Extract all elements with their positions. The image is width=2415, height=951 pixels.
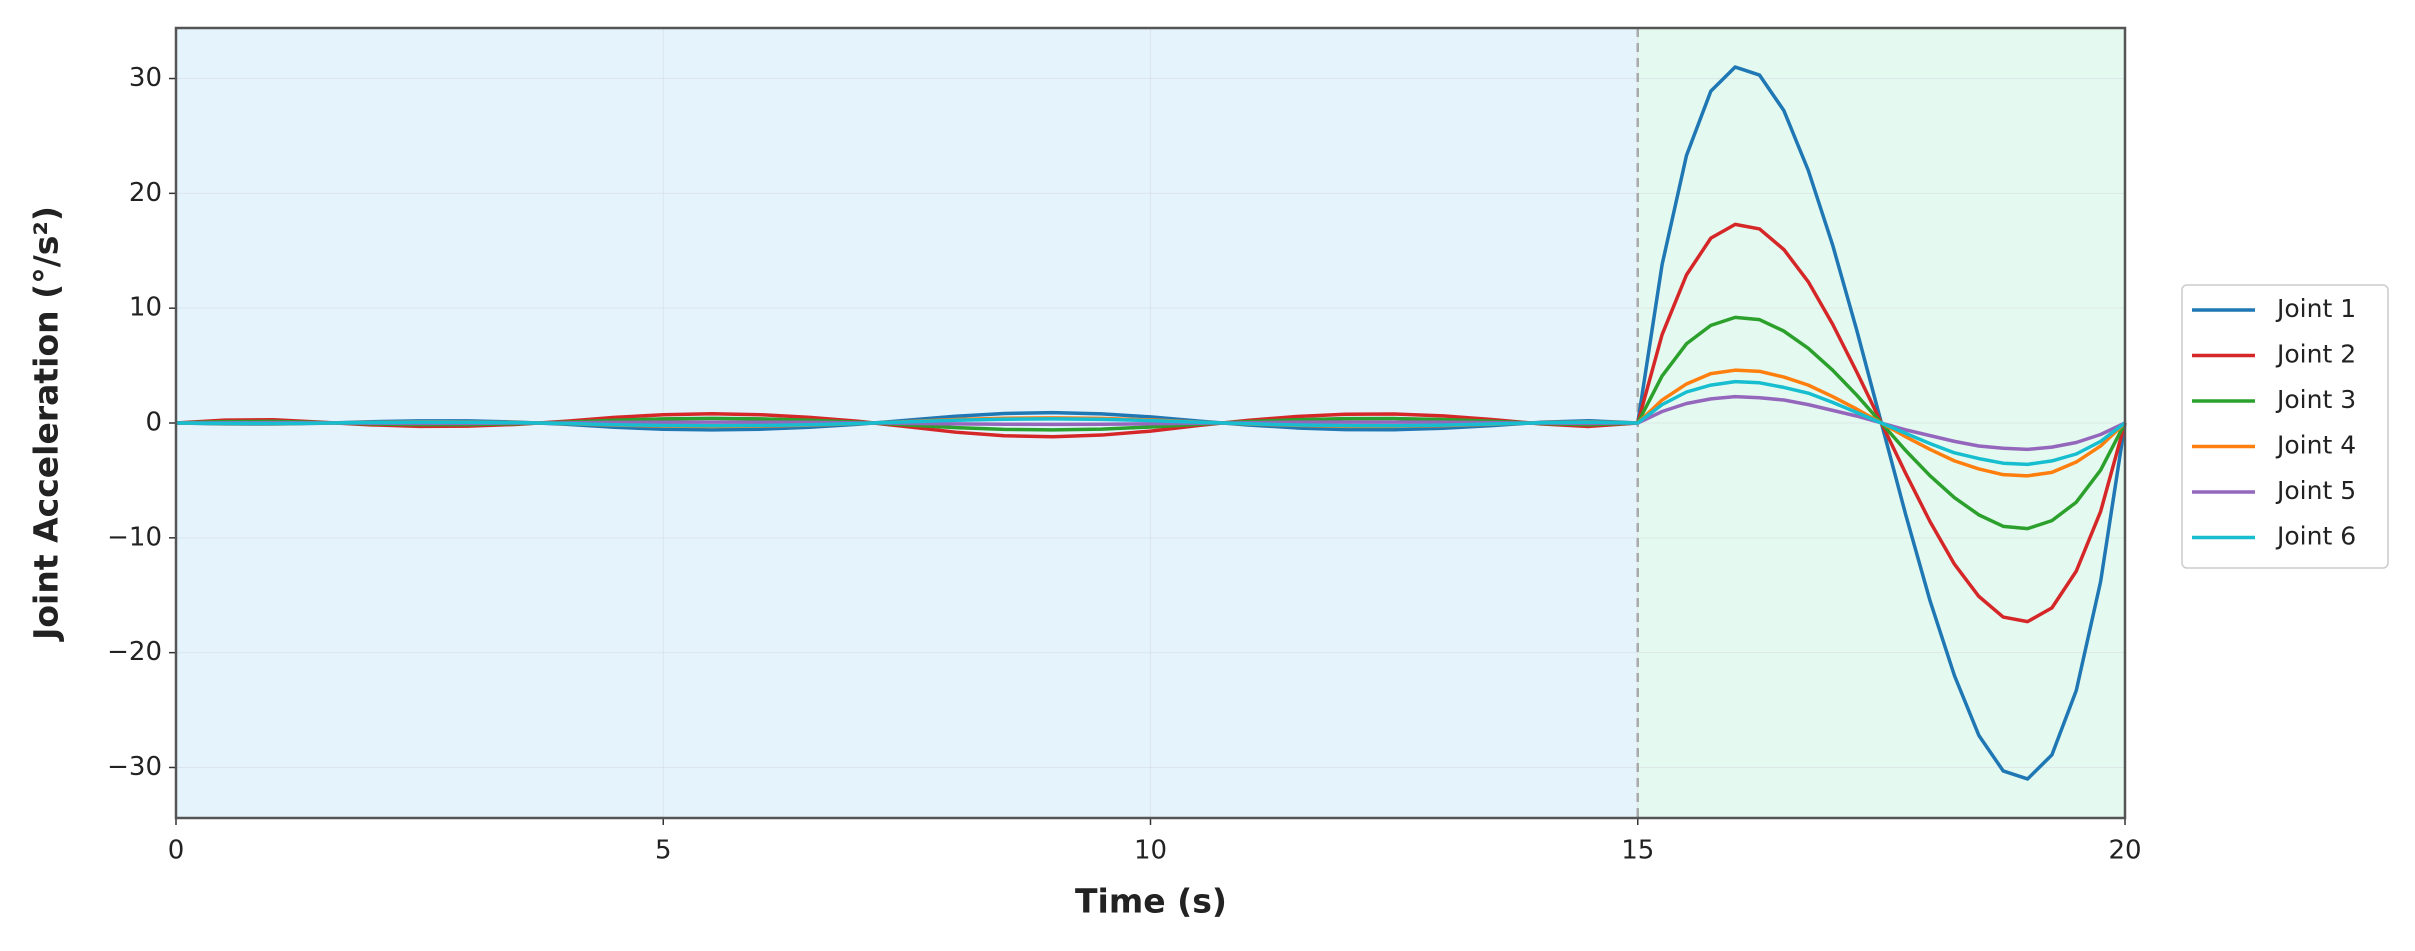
legend-label: Joint 4	[2275, 431, 2356, 460]
y-tick-label: −30	[107, 752, 162, 782]
x-tick-label: 20	[2108, 836, 2141, 866]
y-axis-label: Joint Acceleration (°/s²)	[27, 206, 66, 642]
legend-label: Joint 2	[2275, 340, 2356, 369]
x-tick-label: 5	[655, 836, 672, 866]
y-tick-label: 0	[145, 408, 162, 438]
y-tick-label: 20	[129, 178, 162, 208]
y-tick-label: −10	[107, 522, 162, 552]
series-line	[175, 379, 2127, 467]
y-tick-label: −20	[107, 637, 162, 667]
x-axis-label: Time (s)	[1075, 882, 1227, 921]
x-tick-label: 15	[1621, 836, 1654, 866]
y-tick-label: 10	[129, 293, 162, 323]
plot-frame	[174, 26, 2127, 820]
legend-label: Joint 1	[2275, 294, 2356, 323]
x-tick-label: 0	[168, 836, 185, 866]
legend-label: Joint 3	[2275, 385, 2356, 414]
legend-label: Joint 5	[2275, 476, 2356, 505]
y-tick-label: 30	[129, 63, 162, 93]
legend-label: Joint 6	[2275, 522, 2356, 551]
x-tick-label: 10	[1134, 836, 1167, 866]
